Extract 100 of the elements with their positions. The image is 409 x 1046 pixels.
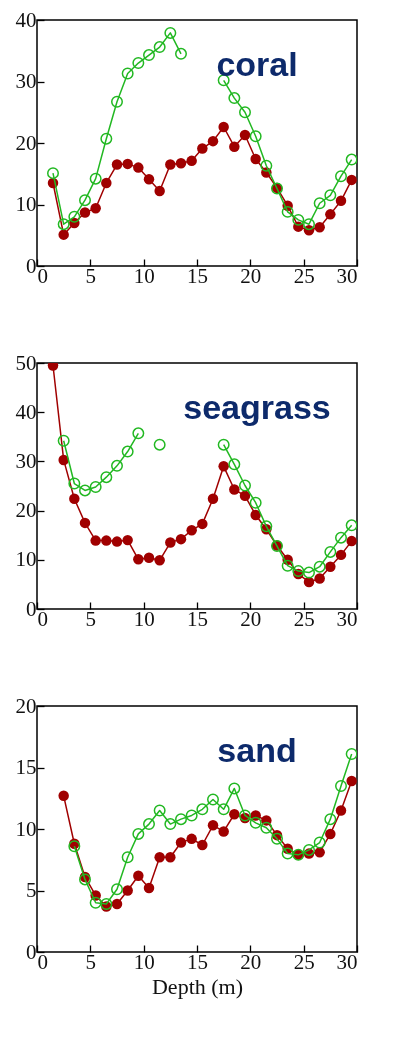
point xyxy=(197,518,208,530)
y-tick-label: 20 xyxy=(15,498,37,523)
point xyxy=(79,484,91,497)
annotation: sand xyxy=(217,731,297,769)
point xyxy=(314,573,325,584)
y-tick-label: 10 xyxy=(15,192,37,216)
point xyxy=(143,818,155,831)
point xyxy=(335,195,347,207)
y-tick-label: 40 xyxy=(15,7,37,32)
annotation: seagrass xyxy=(183,388,331,426)
x-tick-label: 10 xyxy=(133,263,155,288)
point xyxy=(58,229,69,240)
point xyxy=(346,775,357,787)
point xyxy=(47,167,59,180)
point xyxy=(229,484,240,495)
x-tick-label: 20 xyxy=(240,606,262,631)
point xyxy=(111,95,123,108)
point xyxy=(281,847,294,860)
y-tick-label: 40 xyxy=(15,399,37,424)
point xyxy=(218,121,229,133)
point xyxy=(122,534,133,546)
point xyxy=(228,92,241,105)
point xyxy=(100,471,113,484)
point xyxy=(133,870,144,881)
point xyxy=(122,158,133,170)
point xyxy=(143,552,155,564)
x-tick-label: 5 xyxy=(85,263,97,288)
point xyxy=(121,851,134,864)
point xyxy=(229,809,240,820)
point xyxy=(335,779,347,792)
point xyxy=(143,882,155,894)
point xyxy=(79,194,91,207)
point xyxy=(186,525,197,536)
point xyxy=(249,130,262,143)
point xyxy=(249,496,262,509)
point xyxy=(143,49,155,62)
point xyxy=(314,222,325,233)
y-tick-label: 20 xyxy=(15,693,37,718)
point xyxy=(260,520,273,533)
point xyxy=(154,555,165,566)
point xyxy=(175,158,187,169)
point xyxy=(111,883,123,896)
x-tick-label: 30 xyxy=(336,263,358,288)
point xyxy=(153,804,166,817)
y-tick-label: 10 xyxy=(15,547,37,572)
x-tick-label: 10 xyxy=(133,949,155,974)
point xyxy=(313,197,326,210)
point xyxy=(229,141,240,152)
point xyxy=(133,162,144,173)
point xyxy=(186,833,197,845)
point xyxy=(239,479,251,492)
point xyxy=(165,852,176,863)
point xyxy=(175,47,187,60)
point xyxy=(57,218,70,231)
point xyxy=(346,174,357,186)
point xyxy=(345,747,357,760)
x-tick-label: 25 xyxy=(293,949,315,974)
point xyxy=(335,805,347,816)
point xyxy=(89,172,102,185)
point xyxy=(69,493,80,505)
point xyxy=(79,207,91,218)
point xyxy=(196,803,209,816)
x-tick-label: 5 xyxy=(85,949,97,974)
x-tick-label: 15 xyxy=(187,606,208,631)
point xyxy=(217,438,230,451)
point xyxy=(153,41,166,54)
point xyxy=(89,481,102,493)
y-tick-label: 10 xyxy=(15,816,37,841)
y-tick-label: 30 xyxy=(15,69,37,93)
point xyxy=(133,554,144,565)
point xyxy=(207,793,219,806)
point xyxy=(324,545,337,558)
point xyxy=(164,26,177,39)
point xyxy=(249,816,262,829)
x-tick-label: 15 xyxy=(187,263,208,288)
x-tick-label: 25 xyxy=(293,606,315,631)
point xyxy=(313,836,326,849)
point xyxy=(58,454,69,466)
x-axis-title: Depth (m) xyxy=(151,973,244,999)
point xyxy=(303,218,315,231)
x-tick-label: 20 xyxy=(240,263,262,288)
point xyxy=(68,477,81,490)
point xyxy=(324,189,337,202)
point xyxy=(218,826,229,837)
point xyxy=(303,576,315,588)
point xyxy=(207,493,219,505)
point xyxy=(185,809,198,822)
point xyxy=(313,560,326,573)
point xyxy=(228,782,241,795)
point xyxy=(79,517,91,529)
x-tick-label: 5 xyxy=(85,606,97,631)
point xyxy=(228,458,241,471)
point xyxy=(89,896,102,909)
point xyxy=(207,135,219,147)
point xyxy=(260,159,273,172)
point xyxy=(292,213,305,226)
point xyxy=(239,129,251,141)
point xyxy=(197,143,208,154)
point xyxy=(122,885,133,896)
y-tick-label: 5 xyxy=(26,878,37,902)
